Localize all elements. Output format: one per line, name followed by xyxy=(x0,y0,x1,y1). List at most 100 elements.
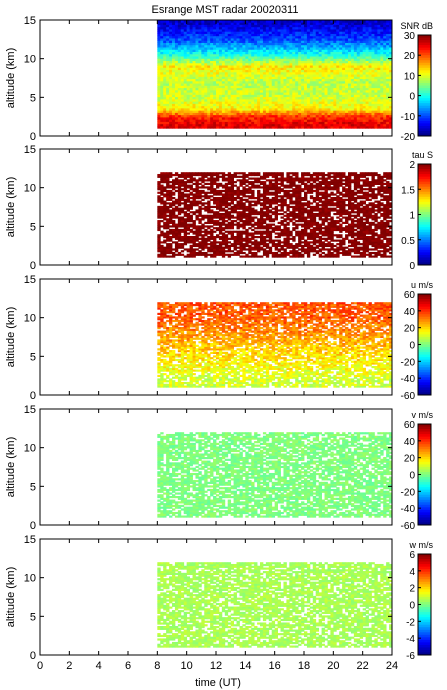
heatmap-cell xyxy=(271,65,276,68)
heatmap-cell xyxy=(192,239,196,242)
heatmap-cell xyxy=(248,62,252,66)
heatmap-cell xyxy=(189,89,193,93)
heatmap-cell xyxy=(339,121,343,125)
heatmap-cell xyxy=(324,76,328,80)
heatmap-cell xyxy=(374,248,378,251)
heatmap-cell xyxy=(353,246,358,249)
heatmap-cell xyxy=(365,71,369,75)
heatmap-cell xyxy=(189,24,193,28)
heatmap-cell xyxy=(333,114,337,118)
heatmap-cell xyxy=(157,89,161,93)
heatmap-cell xyxy=(169,103,173,107)
heatmap-cell xyxy=(242,78,246,82)
heatmap-cell xyxy=(277,103,281,107)
heatmap-cell xyxy=(221,227,226,230)
heatmap-cell xyxy=(251,110,255,113)
heatmap-cell xyxy=(218,110,223,113)
heatmap-cell xyxy=(342,24,346,28)
heatmap-cell xyxy=(359,119,364,122)
heatmap-cell xyxy=(157,35,161,39)
heatmap-cell xyxy=(166,227,170,230)
heatmap-cell xyxy=(218,33,223,37)
heatmap-cell xyxy=(213,20,217,23)
heatmap-cell xyxy=(315,101,320,104)
heatmap-cell xyxy=(330,107,334,111)
heatmap-cell xyxy=(321,255,325,258)
heatmap-cell xyxy=(336,112,340,116)
heatmap-cell xyxy=(274,112,278,116)
heatmap-cell xyxy=(371,33,375,37)
heatmap-cell xyxy=(201,69,205,73)
heatmap-cell xyxy=(348,121,352,125)
heatmap-cell xyxy=(289,80,293,84)
heatmap-cell xyxy=(248,112,252,116)
heatmap-cell xyxy=(280,24,284,28)
colorbar-segment xyxy=(418,42,431,46)
heatmap-cell xyxy=(192,114,196,118)
heatmap-cell xyxy=(260,87,264,91)
heatmap-cell xyxy=(213,92,217,95)
heatmap-cell xyxy=(324,83,328,86)
heatmap-cell xyxy=(283,35,287,39)
heatmap-cell xyxy=(245,253,249,256)
heatmap-cell xyxy=(216,228,220,232)
heatmap-cell xyxy=(236,44,240,48)
heatmap-cell xyxy=(213,236,217,239)
heatmap-cell xyxy=(192,78,196,82)
heatmap-cell xyxy=(224,107,229,111)
heatmap-cell xyxy=(172,126,176,129)
heatmap-cell xyxy=(374,42,378,46)
heatmap-cell xyxy=(216,22,220,25)
heatmap-cell xyxy=(198,83,202,86)
heatmap-cell xyxy=(260,35,264,39)
heatmap-cell xyxy=(192,237,196,240)
heatmap-cell xyxy=(242,56,246,59)
heatmap-cell xyxy=(260,236,264,239)
heatmap-cell xyxy=(386,101,390,104)
heatmap-cell xyxy=(251,123,255,127)
heatmap-cell xyxy=(174,232,179,235)
heatmap-cell xyxy=(336,101,340,104)
heatmap-cell xyxy=(362,116,366,120)
heatmap-cell xyxy=(245,71,249,75)
heatmap-cell xyxy=(339,71,343,75)
heatmap-cell xyxy=(374,65,378,68)
heatmap-cell xyxy=(221,103,226,107)
heatmap-cell xyxy=(348,80,352,84)
heatmap-cell xyxy=(383,85,387,89)
heatmap-cell xyxy=(371,40,375,43)
heatmap-cell xyxy=(254,44,258,48)
heatmap-cell xyxy=(268,26,273,30)
heatmap-cell xyxy=(183,239,188,242)
heatmap-cell xyxy=(257,22,261,25)
heatmap-cell xyxy=(186,114,190,118)
heatmap-cell xyxy=(359,121,364,125)
heatmap-cell xyxy=(204,94,208,98)
heatmap-cell xyxy=(327,38,331,41)
heatmap-cell xyxy=(221,101,226,104)
heatmap-cell xyxy=(192,29,196,32)
heatmap-cell xyxy=(183,227,188,230)
heatmap-cell xyxy=(251,255,255,258)
heatmap-cell xyxy=(268,87,273,91)
heatmap-cell xyxy=(336,49,340,52)
heatmap-cell xyxy=(172,56,176,59)
heatmap-cell xyxy=(356,230,361,233)
heatmap-cell xyxy=(254,51,258,55)
heatmap-cell xyxy=(271,253,276,256)
heatmap-cell xyxy=(180,31,185,34)
heatmap-cell xyxy=(169,65,173,68)
heatmap-cell xyxy=(324,85,328,89)
heatmap-cell xyxy=(183,232,188,235)
heatmap-cell xyxy=(239,239,243,242)
heatmap-cell xyxy=(268,234,273,237)
heatmap-cell xyxy=(356,248,361,251)
heatmap-cell xyxy=(186,26,190,30)
heatmap-cell xyxy=(248,80,252,84)
heatmap-cell xyxy=(262,89,267,93)
heatmap-cell xyxy=(336,110,340,113)
heatmap-cell xyxy=(304,47,308,50)
heatmap-cell xyxy=(265,69,270,73)
heatmap-cell xyxy=(216,49,220,52)
heatmap-cell xyxy=(301,85,305,89)
